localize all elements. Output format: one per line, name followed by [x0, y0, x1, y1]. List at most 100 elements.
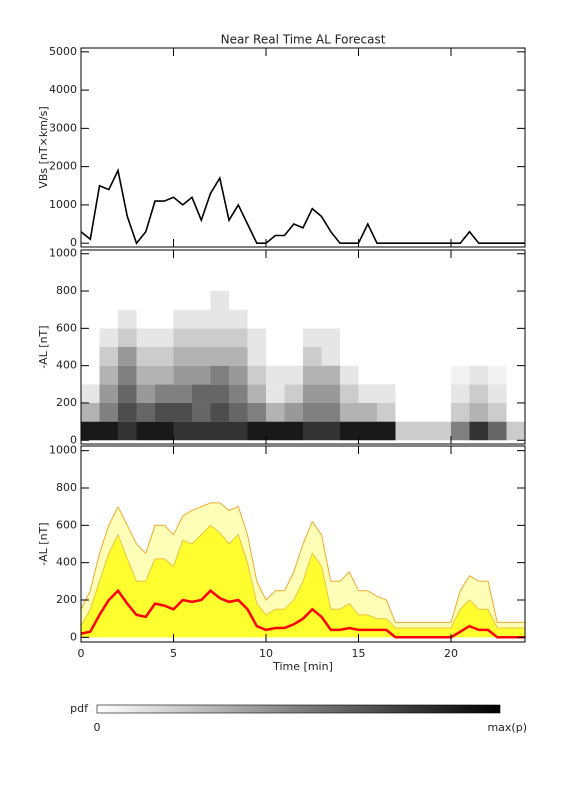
heat-cell [488, 384, 507, 403]
heat-cell [395, 309, 414, 329]
heat-cell [469, 309, 488, 329]
band-line [80, 524, 525, 629]
heat-cell [432, 365, 451, 385]
heat-cell [358, 291, 377, 310]
heat-cell [173, 421, 192, 441]
heat-cell [173, 309, 192, 329]
heat-cell [469, 347, 488, 366]
heat-cell [469, 384, 488, 403]
heat-cell [192, 421, 211, 441]
y-axis-label: VBs [nT×km/s] [37, 106, 50, 188]
heat-cell [118, 328, 137, 347]
heat-cell [414, 328, 433, 347]
y-tick-label: 2000 [49, 160, 77, 173]
heat-cell [488, 347, 507, 366]
heat-cell [432, 402, 451, 422]
x-tick-label: 20 [444, 647, 458, 660]
heat-cell [506, 365, 525, 385]
y-tick-label: 800 [56, 481, 77, 494]
heat-cell [469, 328, 488, 347]
y-tick-label: 0 [70, 630, 77, 643]
heat-cell [414, 309, 433, 329]
heat-cell [99, 328, 118, 347]
heat-cell [321, 365, 340, 385]
heat-cell [229, 347, 248, 366]
heat-cell [432, 309, 451, 329]
heat-cell [118, 309, 137, 329]
heat-cell [247, 365, 266, 385]
heat-cell [506, 421, 525, 441]
heat-cell [247, 328, 266, 347]
heat-cell [284, 328, 303, 347]
heat-cell [321, 291, 340, 310]
heat-cell [340, 328, 359, 347]
heat-cell [81, 402, 100, 422]
x-tick-label: 10 [259, 647, 273, 660]
panel-frame [80, 445, 526, 643]
colorbar-min: 0 [94, 721, 101, 734]
heat-cell [247, 384, 266, 403]
colorbar-max: max(p) [487, 721, 527, 734]
heat-cell [506, 291, 525, 310]
heat-cell [210, 328, 229, 347]
heat-cell [321, 402, 340, 422]
heat-cell [81, 309, 100, 329]
heat-cell [155, 309, 174, 329]
heat-cell [247, 347, 266, 366]
heat-cell [358, 309, 377, 329]
heat-cell [414, 402, 433, 422]
heat-cell [136, 309, 155, 329]
heat-cell [247, 309, 266, 329]
heat-cell [210, 365, 229, 385]
heat-cell [506, 347, 525, 366]
colorbar [96, 704, 501, 714]
heat-cell [81, 291, 100, 310]
heat-cell [81, 347, 100, 366]
heat-cell [340, 384, 359, 403]
heat-cell [155, 328, 174, 347]
heat-cell [414, 384, 433, 403]
y-tick-label: 600 [56, 321, 77, 334]
y-tick-label: 200 [56, 396, 77, 409]
heat-cell [340, 347, 359, 366]
heat-cell [136, 291, 155, 310]
heat-cell [118, 421, 137, 441]
heat-cell [451, 309, 470, 329]
heat-cell [451, 365, 470, 385]
heat-cell [488, 365, 507, 385]
data-line [80, 168, 525, 245]
heat-cell [469, 291, 488, 310]
heat-cell [229, 291, 248, 310]
heat-cell [451, 421, 470, 441]
heat-cell [99, 402, 118, 422]
heat-cell [451, 291, 470, 310]
heat-cell [266, 309, 285, 329]
heat-cell [173, 402, 192, 422]
heat-cell [340, 291, 359, 310]
heat-cell [432, 384, 451, 403]
heat-cell [210, 309, 229, 329]
heat-cell [414, 365, 433, 385]
heat-cell [377, 291, 396, 310]
heat-cell [451, 347, 470, 366]
heat-cell [284, 347, 303, 366]
heat-cell [358, 402, 377, 422]
heat-cell [451, 328, 470, 347]
heat-cell [229, 384, 248, 403]
heat-cell [506, 384, 525, 403]
heat-cell [506, 309, 525, 329]
heat-cell [303, 328, 322, 347]
y-tick-label: 3000 [49, 121, 77, 134]
heat-cell [155, 421, 174, 441]
heat-cell [229, 402, 248, 422]
heat-cell [377, 384, 396, 403]
heat-cell [395, 421, 414, 441]
heat-cell [451, 402, 470, 422]
heat-cell [506, 402, 525, 422]
heat-cell [81, 365, 100, 385]
heat-cell [173, 328, 192, 347]
heat-cell [192, 328, 211, 347]
heat-cell [136, 402, 155, 422]
heat-cell [340, 365, 359, 385]
heat-cell [358, 421, 377, 441]
